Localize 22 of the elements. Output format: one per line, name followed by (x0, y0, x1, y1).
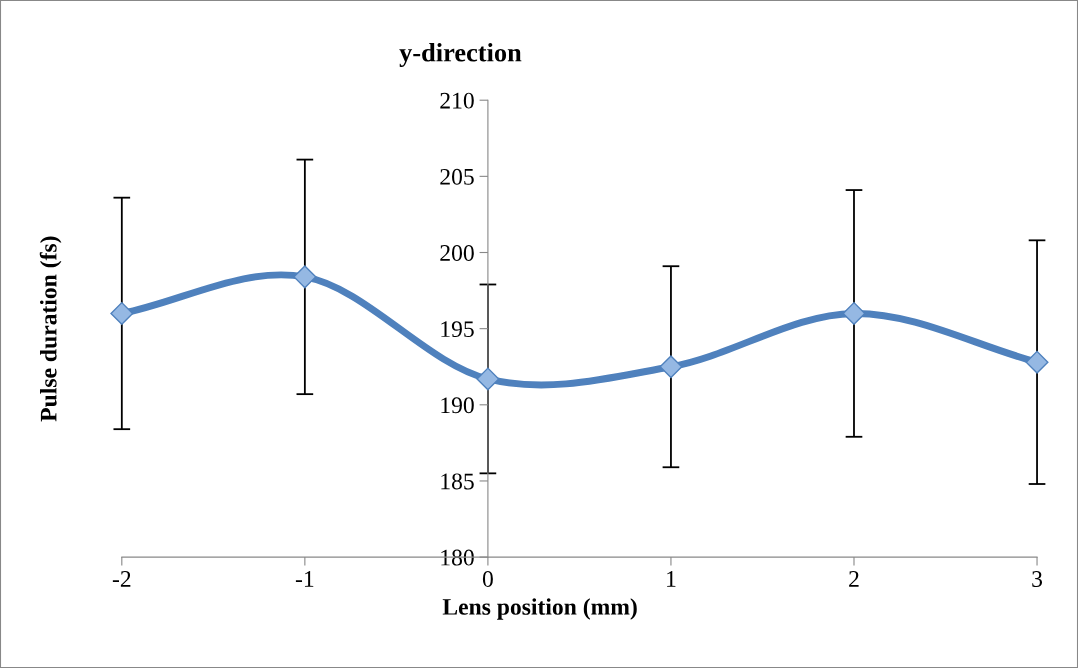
point (476, 367, 500, 391)
point (842, 301, 866, 325)
point (1025, 350, 1049, 374)
x-tick-label: 3 (1032, 571, 1043, 587)
y-tick-label: 200 (440, 244, 474, 261)
x-tick-label: -1 (295, 571, 314, 587)
y-tick-label: 210 (440, 92, 474, 109)
y-axis-title: Pulse duration (fs) (39, 236, 62, 422)
y-tick-label: 190 (441, 397, 474, 414)
point (659, 355, 683, 379)
x-tick-label: 1 (667, 571, 676, 587)
x-tick-label: 0 (482, 570, 493, 587)
x-tick-label: -2 (112, 571, 131, 587)
x-tick-label: 2 (849, 571, 859, 587)
point (293, 265, 317, 289)
x-axis-title: Lens position (mm) (442, 598, 637, 620)
y-tick-label: 195 (441, 321, 474, 338)
y-tick-label: 180 (441, 549, 474, 566)
y-tick-label: 205 (440, 168, 474, 185)
chart-title: y-direction (399, 43, 522, 68)
point (110, 301, 134, 325)
y-tick-label: 185 (441, 473, 474, 490)
